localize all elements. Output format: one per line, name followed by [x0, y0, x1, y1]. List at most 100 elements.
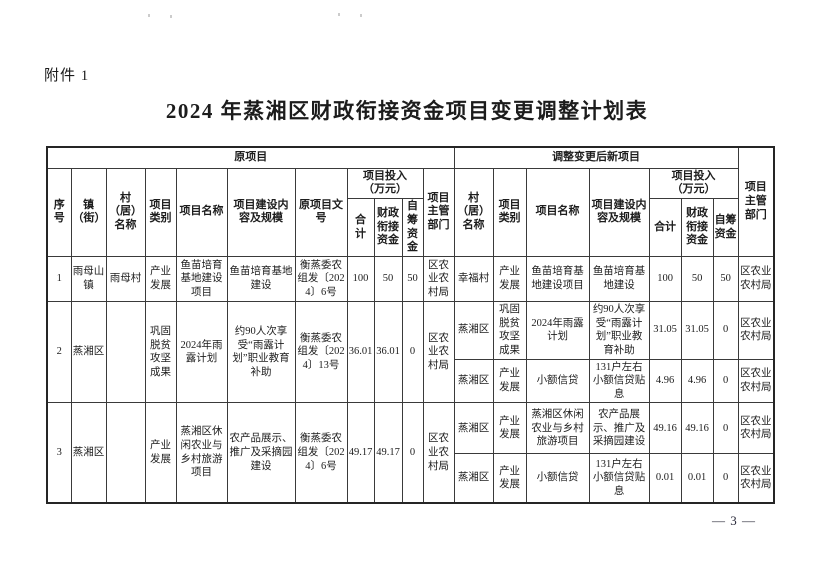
cell-new-content: 鱼苗培育基地建设 — [588, 256, 650, 302]
group-header-adjusted: 调整变更后新项目 — [453, 146, 739, 169]
page-title: 2024 年蒸湘区财政衔接资金项目变更调整计划表 — [165, 99, 649, 123]
investment-subheader-row: 合计 财政衔接资金 自筹资金 合计 财政衔接资金 自筹资金 — [47, 198, 774, 257]
header-category-new: 项目类别 — [492, 167, 527, 257]
cell-new-dept: 区农业农村局 — [737, 301, 775, 360]
cell-new-village: 蒸湘区 — [453, 453, 494, 504]
cell-new-selffund: 0 — [712, 301, 739, 360]
cell-town: 蒸湘区 — [70, 402, 107, 504]
cell-doc-no: 衡蒸委农组发〔2024〕6号 — [294, 256, 348, 302]
cell-new-name: 鱼苗培育基地建设项目 — [525, 256, 590, 302]
cell-total: 36.01 — [346, 300, 375, 404]
cell-name: 鱼苗培育基地建设项目 — [175, 256, 228, 302]
cell-new-fiscal: 50 — [680, 256, 714, 302]
header-name-original: 项目名称 — [175, 167, 228, 257]
header-selffund-new: 自筹资金 — [712, 198, 739, 257]
attachment-label: 附件 1 — [44, 68, 90, 84]
cell-new-dept: 区农业农村局 — [737, 402, 775, 455]
cell-new-content: 131户左右小额信贷贴息 — [588, 358, 650, 404]
cell-dept: 区农业农村局 — [422, 256, 455, 302]
scan-speck — [360, 14, 362, 17]
cell-total: 100 — [346, 256, 375, 302]
header-fiscal-original: 财政衔接资金 — [373, 198, 403, 257]
page-number: — 3 — — [712, 513, 756, 528]
cell-fiscal: 36.01 — [373, 300, 403, 404]
cell-new-village: 蒸湘区 — [453, 358, 494, 404]
cell-new-total: 100 — [648, 256, 682, 302]
cell-content: 约90人次享受“雨露计划”职业教育补助 — [226, 300, 296, 404]
scan-speck — [148, 14, 150, 17]
cell-selffund: 0 — [401, 300, 424, 404]
header-selffund-original: 自筹资金 — [401, 198, 424, 257]
header-content-new: 项目建设内容及规模 — [588, 167, 650, 257]
cell-new-fiscal: 4.96 — [680, 358, 714, 404]
header-village-original: 村（居）名称 — [105, 167, 146, 257]
cell-selffund: 0 — [401, 402, 424, 504]
cell-new-name: 蒸湘区休闲农业与乡村旅游项目 — [525, 402, 590, 455]
project-adjustment-table: 原项目 调整变更后新项目 项目主管部门 序号 镇（街） 村（居）名称 项目类别 … — [46, 146, 776, 504]
cell-content: 农产品展示、推广及采摘园建设 — [226, 402, 296, 504]
header-total-original-label: 合计 — [355, 213, 366, 240]
header-town: 镇（街） — [70, 167, 107, 257]
cell-new-village: 蒸湘区 — [453, 402, 494, 455]
cell-village: 雨母村 — [105, 256, 146, 302]
header-name-new: 项目名称 — [525, 167, 590, 257]
cell-new-selffund: 0 — [712, 402, 739, 455]
table-row: 蒸湘区 产业发展 小额信贷 131户左右小额信贷贴息 4.96 4.96 0 区… — [47, 358, 775, 404]
cell-total: 49.17 — [346, 402, 375, 504]
cell-new-total: 31.05 — [648, 301, 682, 360]
cell-new-total: 0.01 — [648, 453, 682, 504]
cell-new-category: 产业发展 — [492, 453, 527, 504]
cell-new-content: 131户左右小额信贷贴息 — [588, 453, 650, 504]
header-village-new: 村（居）名称 — [453, 167, 494, 257]
group-header-row: 原项目 调整变更后新项目 项目主管部门 — [46, 146, 775, 257]
header-total-original: 合计 — [346, 198, 375, 257]
cell-new-total: 49.16 — [648, 402, 682, 455]
cell-new-selffund: 50 — [712, 256, 739, 302]
cell-new-village: 蒸湘区 — [453, 301, 494, 360]
cell-new-fiscal: 49.16 — [680, 402, 714, 455]
header-dept-original: 项目主管部门 — [422, 167, 455, 257]
cell-new-name: 小额信贷 — [525, 453, 590, 504]
cell-new-selffund: 0 — [712, 453, 739, 504]
cell-town: 雨母山镇 — [70, 256, 107, 302]
header-dept-new-label: 项目主管部门 — [744, 181, 767, 221]
cell-new-name: 2024年雨露计划 — [525, 301, 590, 360]
cell-new-content: 农产品展示、推广及采摘园建设 — [588, 402, 650, 455]
scan-speck — [338, 13, 340, 16]
cell-dept: 区农业农村局 — [422, 300, 455, 404]
table-row: 蒸湘区 产业发展 小额信贷 131户左右小额信贷贴息 0.01 0.01 0 区… — [47, 453, 775, 504]
cell-fiscal: 50 — [373, 256, 403, 302]
cell-new-category: 巩固脱贫攻坚成果 — [492, 301, 527, 360]
header-seq: 序号 — [46, 167, 72, 257]
group-header-original: 原项目 — [46, 146, 455, 169]
cell-new-name: 小额信贷 — [525, 358, 590, 404]
cell-name: 蒸湘区休闲农业与乡村旅游项目 — [175, 402, 228, 504]
header-doc-no: 原项目文号 — [294, 167, 348, 257]
cell-category: 巩固脱贫攻坚成果 — [144, 300, 177, 404]
cell-category: 产业发展 — [144, 256, 177, 302]
cell-village — [105, 300, 146, 404]
cell-doc-no: 衡蒸委农组发〔2024〕6号 — [294, 402, 348, 504]
cell-new-village: 幸福村 — [453, 256, 494, 302]
cell-content: 鱼苗培育基地建设 — [226, 256, 296, 302]
cell-new-fiscal: 31.05 — [680, 301, 714, 360]
cell-new-fiscal: 0.01 — [680, 453, 714, 504]
cell-town: 蒸湘区 — [70, 300, 107, 404]
cell-fiscal: 49.17 — [373, 402, 403, 504]
cell-new-total: 4.96 — [648, 358, 682, 404]
cell-new-content: 约90人次享受“雨露计划”职业教育补助 — [588, 301, 650, 360]
cell-new-dept: 区农业农村局 — [737, 256, 775, 302]
cell-doc-no: 衡蒸委农组发〔2024〕13号 — [294, 300, 348, 404]
table-row: 1 雨母山镇 雨母村 产业发展 鱼苗培育基地建设项目 鱼苗培育基地建设 衡蒸委农… — [46, 256, 775, 302]
table-row: 3 蒸湘区 产业发展 蒸湘区休闲农业与乡村旅游项目 农产品展示、推广及采摘园建设… — [46, 402, 775, 504]
header-investment-new: 项目投入（万元） — [648, 167, 739, 199]
header-dept-new: 项目主管部门 — [737, 146, 775, 257]
cell-new-selffund: 0 — [712, 358, 739, 404]
cell-seq: 2 — [46, 300, 72, 404]
header-content-original: 项目建设内容及规模 — [226, 167, 296, 257]
header-investment-new-label: 项目投入（万元） — [671, 169, 716, 196]
column-header-row: 序号 镇（街） 村（居）名称 项目类别 项目名称 项目建设内容及规模 原项目文号… — [46, 167, 774, 257]
header-investment-original: 项目投入（万元） — [346, 167, 424, 199]
cell-new-dept: 区农业农村局 — [737, 358, 775, 404]
